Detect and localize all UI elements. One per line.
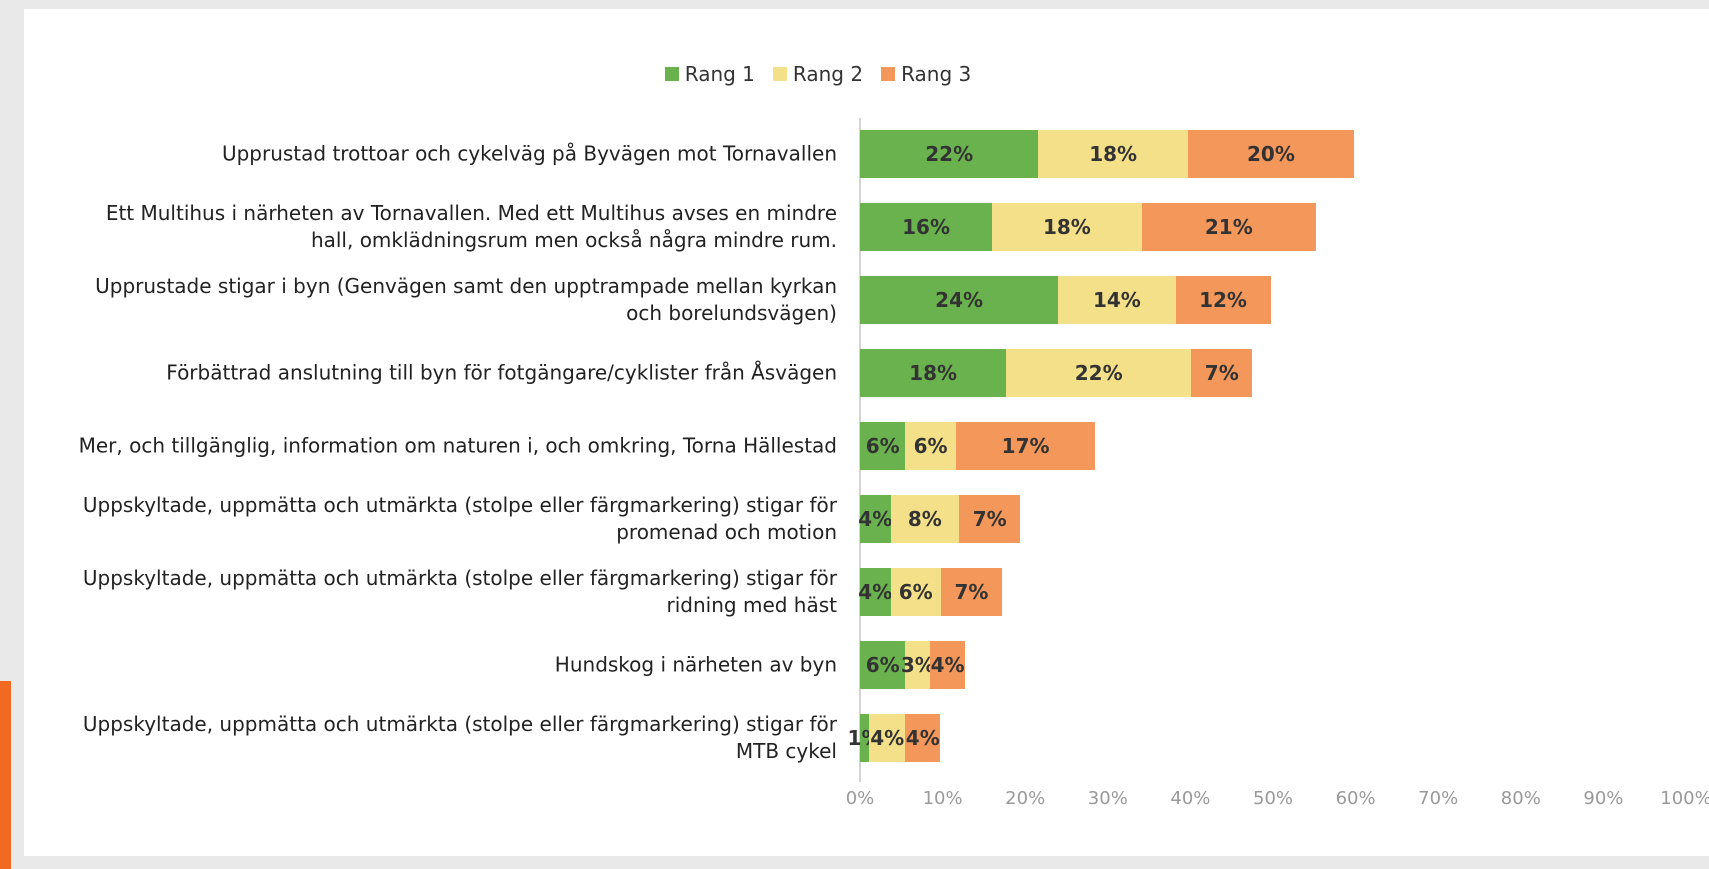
value-label: 4% [870, 726, 905, 750]
bar-segment [860, 568, 891, 616]
value-label: 4% [858, 580, 893, 604]
bar-segment [955, 422, 1096, 470]
x-tick-label: 90% [1583, 788, 1624, 809]
value-label: 6% [865, 434, 900, 458]
category-label: Mer, och tillgänglig, information om nat… [78, 433, 837, 458]
bar-segment [860, 130, 1039, 178]
value-label: 18% [1089, 142, 1138, 166]
x-tick-label: 50% [1252, 788, 1294, 809]
bar-segment [940, 568, 1003, 616]
category-label: Förbättrad anslutning till byn för fotgä… [166, 360, 837, 385]
bar-segment [860, 276, 1059, 324]
value-label: 12% [1199, 288, 1247, 312]
category-label: Upprustade stigar i byn (Genvägen samt d… [95, 274, 837, 325]
x-tick-label: 80% [1500, 788, 1541, 809]
legend-swatch [881, 67, 896, 81]
legend-label: Rang 1 [684, 62, 755, 86]
bar-segment [860, 349, 1007, 397]
legend: Rang 1 Rang 2 Rang 3 [0, 62, 1636, 86]
value-label: 18% [1042, 215, 1091, 239]
category-label: Uppskyltade, uppmätta och utmärkta (stol… [82, 493, 837, 544]
value-label: 4% [905, 726, 940, 750]
value-label: 22% [925, 142, 974, 166]
bar-segment [1006, 349, 1192, 397]
value-label: 22% [1074, 361, 1123, 385]
bar-segment [1141, 203, 1316, 251]
legend-label: Rang 2 [792, 62, 864, 86]
category-label: Hundskog i närheten av byn [554, 652, 837, 677]
bar-segment [905, 714, 941, 762]
bar-segment [860, 641, 906, 689]
value-label: 16% [902, 215, 951, 239]
legend-swatch [772, 67, 787, 81]
bar-segment [890, 495, 960, 543]
x-tick-label: 30% [1087, 788, 1128, 809]
bar-segment [1175, 276, 1271, 324]
x-tick-label: 70% [1418, 788, 1459, 809]
bar-segment [1038, 130, 1188, 178]
value-label: 6% [913, 434, 948, 458]
bar-segment [860, 495, 891, 543]
value-label: 8% [907, 507, 942, 531]
category-label: Uppskyltade, uppmätta och utmärkta (stol… [82, 712, 837, 763]
value-label: 21% [1204, 215, 1253, 239]
value-label: 14% [1092, 288, 1141, 312]
bar-segment [869, 714, 906, 762]
legend-item: Rang 1 [664, 62, 755, 86]
x-tick-label: 0% [845, 788, 875, 809]
bar-segment [860, 422, 906, 470]
value-label: 17% [1001, 434, 1050, 458]
value-label: 4% [930, 653, 965, 677]
x-tick-label: 20% [1005, 788, 1046, 809]
category-label: Ett Multihus i närheten av Tornavallen. … [105, 201, 837, 252]
x-tick-label: 40% [1170, 788, 1211, 809]
value-label: 4% [858, 507, 893, 531]
value-label: 7% [954, 580, 989, 604]
bar-segment [890, 568, 941, 616]
bar-segment [905, 641, 931, 689]
value-label: 18% [909, 361, 958, 385]
category-label: Uppskyltade, uppmätta och utmärkta (stol… [82, 566, 837, 617]
bar-segment [959, 495, 1021, 543]
bar-segment [1191, 349, 1253, 397]
legend-label: Rang 3 [901, 62, 972, 86]
value-label: 20% [1246, 142, 1295, 166]
value-label: 7% [972, 507, 1007, 531]
bar-segment [905, 422, 956, 470]
legend-item: Rang 3 [881, 62, 971, 86]
x-tick-label: 100% [1660, 788, 1709, 809]
value-label: 3% [900, 653, 935, 677]
value-label: 6% [898, 580, 933, 604]
bar-segment [1187, 130, 1354, 178]
x-tick-label: 10% [922, 788, 963, 809]
legend-swatch [664, 67, 679, 81]
x-tick-label: 60% [1335, 788, 1376, 809]
value-label: 24% [935, 288, 984, 312]
accent-bar [0, 681, 11, 869]
bar-segment [992, 203, 1142, 251]
bar-segment [930, 641, 965, 689]
bar-segment [1058, 276, 1176, 324]
bar-segment [860, 714, 870, 762]
value-label: 6% [865, 653, 900, 677]
value-label: 7% [1204, 361, 1239, 385]
legend-item: Rang 2 [772, 62, 864, 86]
bar-segment [860, 203, 993, 251]
category-label: Upprustad trottoar och cykelväg på Byväg… [221, 141, 837, 166]
